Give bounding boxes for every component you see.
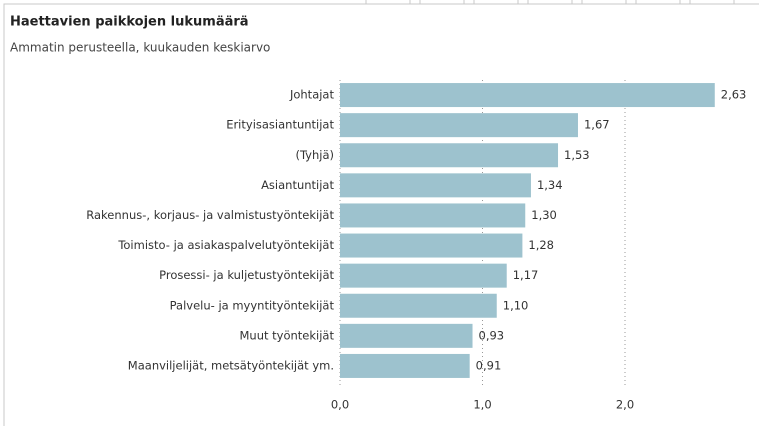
y-tick-label: Palvelu- ja myyntityöntekijät <box>170 298 335 312</box>
y-tick-label: (Tyhjä) <box>295 148 334 162</box>
bar <box>340 323 473 348</box>
data-label: 2,63 <box>721 88 747 102</box>
bar <box>340 173 531 198</box>
bar <box>340 113 578 138</box>
x-tick-label: 2,0 <box>616 398 634 412</box>
bar <box>340 203 526 228</box>
chart-title: Haettavien paikkojen lukumäärä <box>10 15 249 30</box>
y-tick-label: Rakennus-, korjaus- ja valmistustyönteki… <box>86 208 334 222</box>
bar <box>340 83 715 108</box>
chart-subtitle: Ammatin perusteella, kuukauden keskiarvo <box>10 41 270 55</box>
data-label: 1,10 <box>503 298 529 312</box>
data-label: 0,91 <box>476 358 502 372</box>
y-tick-label: Maanviljelijät, metsätyöntekijät ym. <box>128 358 334 372</box>
data-label: 0,93 <box>479 328 505 342</box>
data-label: 1,34 <box>537 178 563 192</box>
data-label: 1,28 <box>528 238 554 252</box>
bar <box>340 263 507 288</box>
toolbar <box>365 0 735 5</box>
y-tick-label: Toimisto- ja asiakaspalvelutyöntekijät <box>117 238 334 252</box>
y-tick-label: Prosessi- ja kuljetustyöntekijät <box>159 268 334 282</box>
bar <box>340 233 523 258</box>
data-label: 1,67 <box>584 118 610 132</box>
bar <box>340 293 497 318</box>
data-label: 1,17 <box>513 268 539 282</box>
y-tick-label: Erityisasiantuntijat <box>226 118 334 132</box>
data-label: 1,53 <box>564 148 590 162</box>
bar <box>340 353 470 378</box>
x-tick-label: 1,0 <box>473 398 491 412</box>
y-tick-label: Asiantuntijat <box>261 178 334 192</box>
y-tick-label: Johtajat <box>289 88 335 102</box>
y-tick-label: Muut työntekijät <box>240 328 335 342</box>
data-label: 1,30 <box>531 208 557 222</box>
bar <box>340 143 559 168</box>
x-tick-label: 0,0 <box>331 398 349 412</box>
